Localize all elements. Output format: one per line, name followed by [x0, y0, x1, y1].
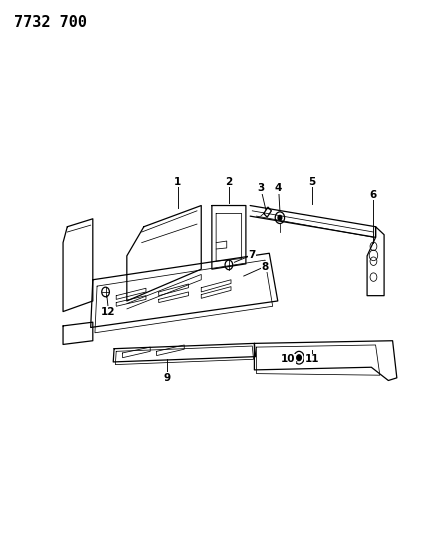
Text: 3: 3	[257, 183, 265, 193]
Text: 5: 5	[308, 176, 315, 187]
Circle shape	[278, 215, 282, 220]
Text: 1: 1	[174, 176, 181, 187]
Text: 8: 8	[262, 262, 269, 271]
Text: 4: 4	[275, 183, 282, 193]
Text: 6: 6	[370, 190, 377, 200]
Text: 7732 700: 7732 700	[14, 14, 87, 30]
Text: 2: 2	[225, 176, 232, 187]
Circle shape	[297, 355, 301, 360]
Text: 11: 11	[305, 354, 319, 364]
Text: 7: 7	[249, 250, 256, 260]
Text: 12: 12	[101, 306, 116, 317]
Text: 9: 9	[163, 373, 171, 383]
Text: 10: 10	[281, 354, 296, 364]
